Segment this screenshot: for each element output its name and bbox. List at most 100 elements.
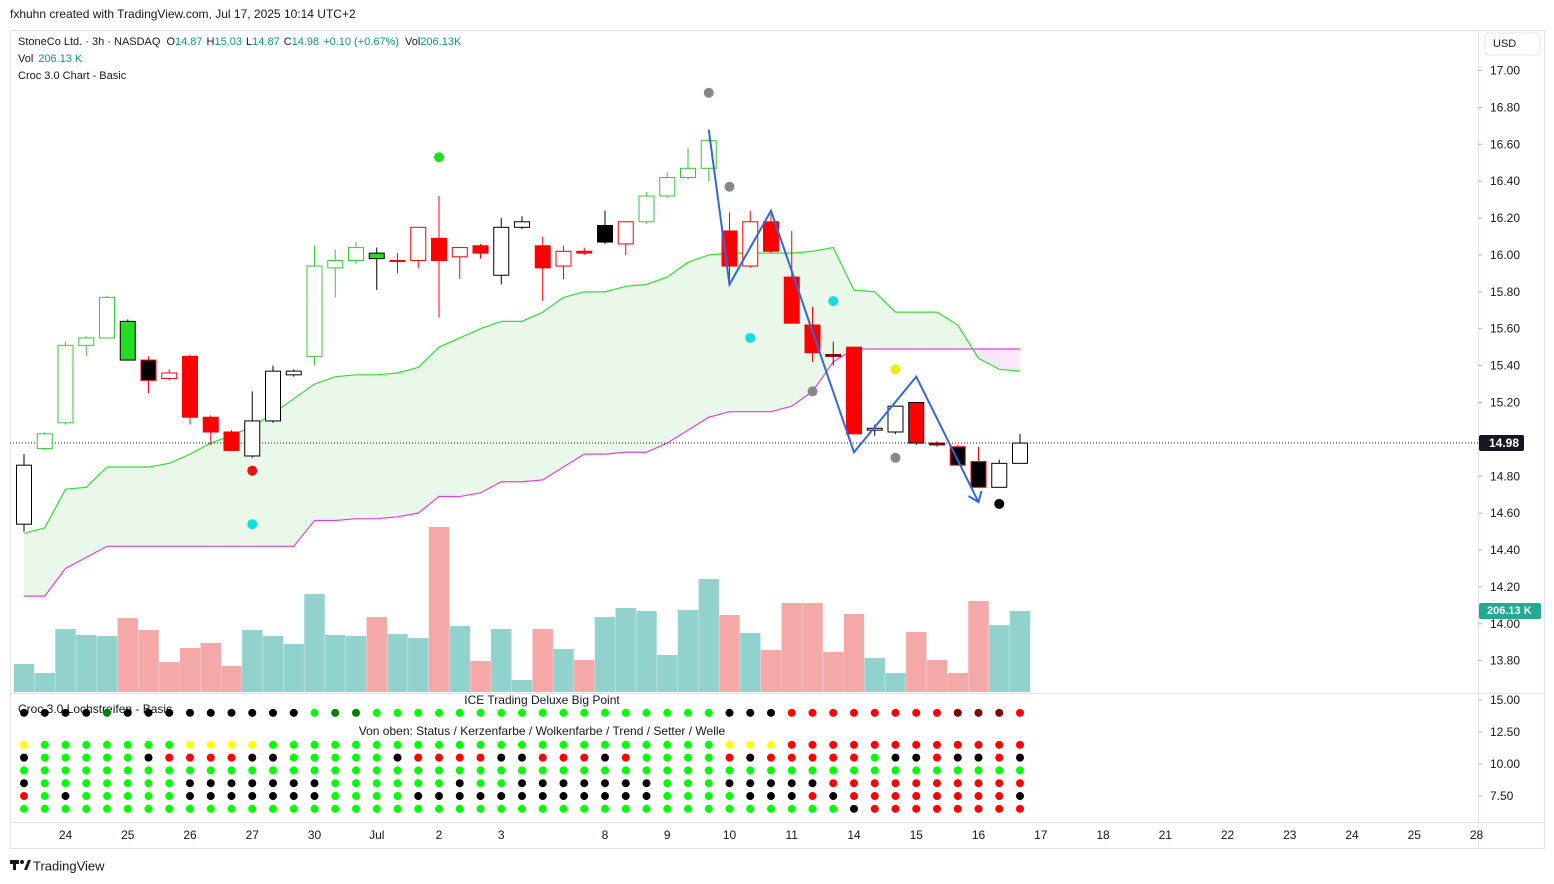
candle-body bbox=[472, 245, 489, 254]
status-dot bbox=[103, 708, 111, 717]
volume-bar bbox=[13, 663, 35, 692]
signal-dot bbox=[890, 364, 901, 375]
status-dot bbox=[601, 804, 609, 813]
candle-body bbox=[16, 464, 32, 525]
status-dot bbox=[20, 708, 28, 717]
candle-body bbox=[970, 460, 987, 488]
status-dot bbox=[227, 740, 236, 749]
candle-body bbox=[763, 221, 779, 252]
status-dot bbox=[269, 753, 277, 762]
status-dot bbox=[248, 779, 257, 788]
status-dot bbox=[953, 753, 962, 762]
legend-indicator: Croc 3.0 Chart - Basic bbox=[18, 70, 127, 82]
volume-bar bbox=[719, 614, 740, 692]
status-dot bbox=[269, 740, 277, 749]
zigzag bbox=[707, 129, 980, 503]
y-tick-label: 15.60 bbox=[1490, 322, 1520, 336]
status-dot bbox=[953, 708, 962, 717]
status-dot bbox=[414, 740, 423, 749]
cloud-fill bbox=[190, 443, 211, 547]
status-dot bbox=[123, 804, 132, 813]
status-dot bbox=[704, 804, 713, 813]
x-tick-label: 25 bbox=[1408, 828, 1422, 842]
status-dot bbox=[974, 766, 983, 775]
status-dot bbox=[82, 792, 91, 801]
status-dot bbox=[331, 792, 340, 801]
cloud-fill bbox=[107, 467, 128, 547]
status-dot bbox=[663, 804, 672, 813]
volume-label: 206.13 K bbox=[1487, 605, 1532, 617]
status-dot bbox=[331, 753, 340, 762]
candle-body bbox=[285, 370, 302, 376]
zigzag-arrow bbox=[967, 490, 983, 504]
status-dot bbox=[933, 740, 941, 749]
status-dot bbox=[621, 708, 630, 717]
status-dot bbox=[435, 779, 443, 788]
status-dot bbox=[1016, 766, 1024, 775]
status-dot bbox=[767, 740, 775, 749]
status-dot bbox=[974, 753, 983, 762]
candle-body bbox=[140, 359, 157, 381]
volume-bar bbox=[428, 527, 450, 692]
status-dot bbox=[870, 779, 879, 788]
status-dot bbox=[787, 804, 796, 813]
x-tick-label: 3 bbox=[498, 828, 505, 842]
status-dot bbox=[103, 740, 111, 749]
currency-box[interactable] bbox=[1484, 32, 1541, 56]
candle-body bbox=[846, 346, 862, 435]
volume-bar bbox=[138, 630, 159, 692]
volume-bar bbox=[262, 636, 284, 692]
volume-bar bbox=[989, 625, 1010, 692]
status-dot bbox=[995, 766, 1004, 775]
y-tick-label: 16.60 bbox=[1490, 137, 1520, 151]
status-dot bbox=[289, 792, 298, 801]
y-tick-label: 14.20 bbox=[1490, 580, 1520, 594]
cloud-fill bbox=[916, 312, 937, 350]
signal-dot bbox=[724, 181, 735, 192]
signal-dot bbox=[703, 87, 714, 98]
status-dot bbox=[933, 804, 941, 813]
status-dot bbox=[123, 766, 132, 775]
cloud-fill bbox=[314, 376, 336, 521]
candle-body bbox=[534, 245, 551, 269]
status-dot bbox=[767, 766, 775, 775]
status-dot bbox=[372, 792, 381, 801]
status-dot bbox=[995, 792, 1004, 801]
status-dot bbox=[123, 792, 132, 801]
y-tick-label: 10.00 bbox=[1490, 757, 1520, 771]
volume-bar bbox=[117, 618, 138, 692]
y-tick-label: 7.50 bbox=[1490, 789, 1514, 803]
legend-key: H bbox=[207, 36, 215, 48]
status-dot bbox=[227, 779, 236, 788]
cloud-fill bbox=[522, 312, 543, 482]
status-dot bbox=[870, 766, 879, 775]
volume-bar bbox=[304, 594, 325, 692]
status-dot bbox=[1016, 804, 1024, 813]
status-dot bbox=[891, 804, 900, 813]
status-dot bbox=[995, 740, 1004, 749]
status-dot bbox=[538, 779, 547, 788]
status-dot bbox=[746, 766, 755, 775]
cloud-fill bbox=[688, 254, 709, 431]
status-dot bbox=[829, 779, 838, 788]
volume-bar bbox=[96, 636, 118, 692]
status-dot bbox=[995, 804, 1004, 813]
status-dot bbox=[518, 804, 526, 813]
candle-body bbox=[368, 252, 385, 260]
status-dot bbox=[372, 804, 381, 813]
volume-bar bbox=[221, 665, 242, 692]
currency[interactable]: USD bbox=[1493, 38, 1516, 50]
status-dot bbox=[144, 708, 153, 717]
volume-bar bbox=[76, 634, 97, 692]
cloud-fill bbox=[584, 291, 605, 455]
status-dot bbox=[20, 779, 28, 788]
candle-body bbox=[617, 221, 634, 245]
x-tick-label: 25 bbox=[121, 828, 135, 842]
y-tick-label: 16.40 bbox=[1490, 174, 1520, 188]
x-tick-label: 15 bbox=[910, 828, 924, 842]
status-dot bbox=[352, 740, 360, 749]
status-dot bbox=[912, 779, 921, 788]
status-dot bbox=[621, 740, 630, 749]
volume-bar bbox=[159, 661, 180, 692]
candle-body bbox=[493, 226, 510, 276]
